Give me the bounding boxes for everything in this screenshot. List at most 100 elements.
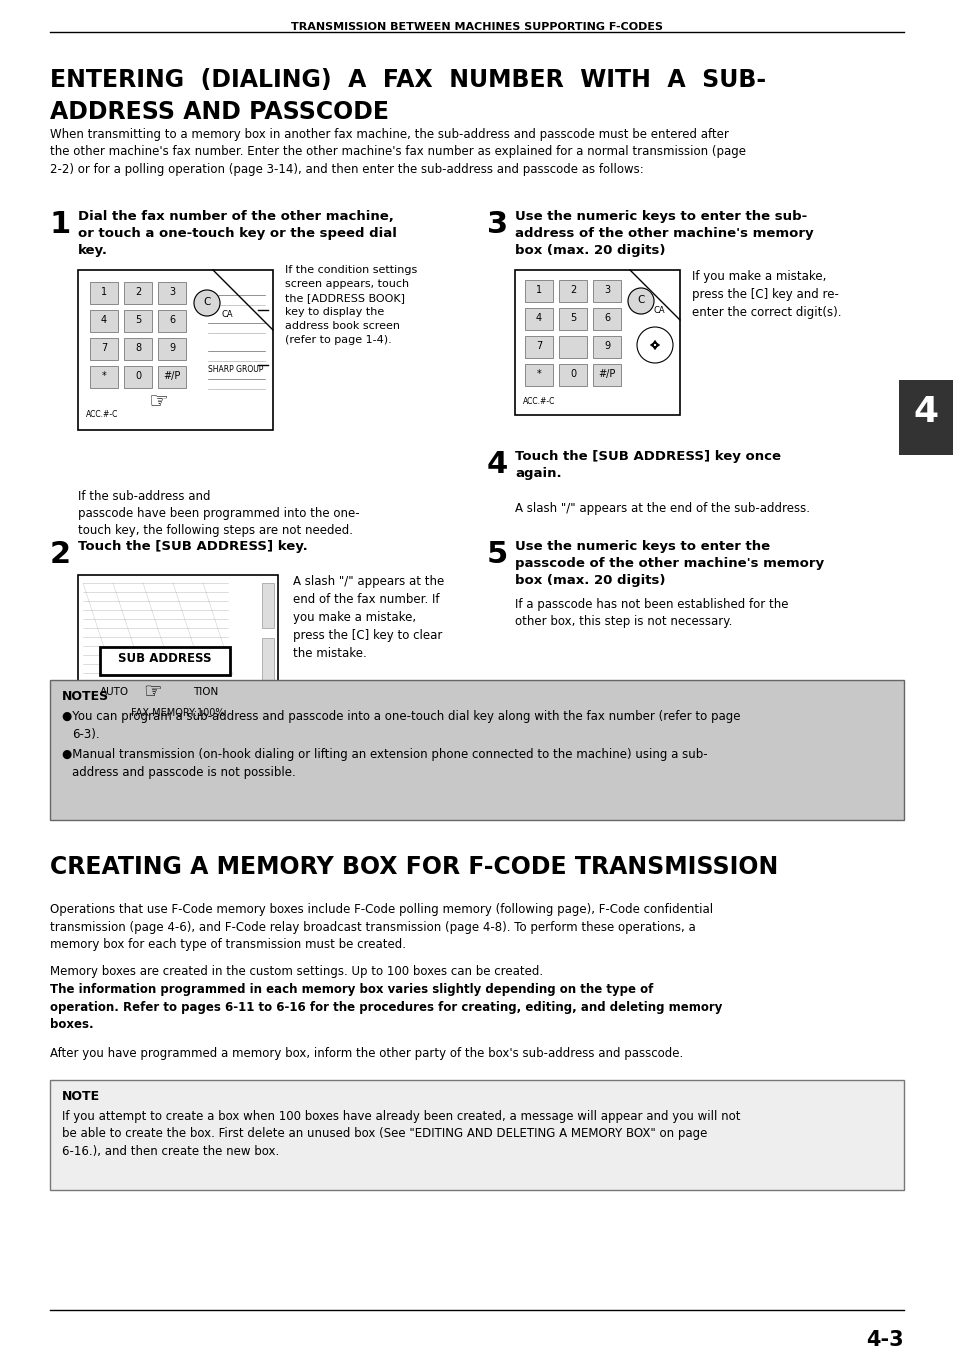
Circle shape bbox=[637, 327, 672, 363]
Text: TION: TION bbox=[193, 688, 218, 697]
FancyBboxPatch shape bbox=[898, 380, 953, 455]
Text: SHARP GROUP: SHARP GROUP bbox=[208, 365, 263, 374]
FancyBboxPatch shape bbox=[524, 336, 553, 358]
Text: Use the numeric keys to enter the
passcode of the other machine's memory
box (ma: Use the numeric keys to enter the passco… bbox=[515, 540, 823, 586]
Text: ●Manual transmission (on-hook dialing or lifting an extension phone connected to: ●Manual transmission (on-hook dialing or… bbox=[62, 748, 707, 761]
Text: 5: 5 bbox=[134, 315, 141, 326]
FancyBboxPatch shape bbox=[78, 270, 273, 430]
Text: 8: 8 bbox=[134, 343, 141, 353]
Text: ENTERING  (DIALING)  A  FAX  NUMBER  WITH  A  SUB-: ENTERING (DIALING) A FAX NUMBER WITH A S… bbox=[50, 68, 765, 92]
Text: TRANSMISSION BETWEEN MACHINES SUPPORTING F-CODES: TRANSMISSION BETWEEN MACHINES SUPPORTING… bbox=[291, 22, 662, 32]
Circle shape bbox=[627, 288, 654, 313]
FancyBboxPatch shape bbox=[158, 366, 186, 388]
Text: NOTE: NOTE bbox=[62, 1090, 100, 1102]
FancyBboxPatch shape bbox=[593, 308, 620, 330]
Text: A slash "/" appears at the end of the sub-address.: A slash "/" appears at the end of the su… bbox=[515, 503, 809, 515]
Text: After you have programmed a memory box, inform the other party of the box's sub-: After you have programmed a memory box, … bbox=[50, 1047, 682, 1061]
Text: 0: 0 bbox=[134, 372, 141, 381]
Text: 3: 3 bbox=[169, 286, 175, 297]
Text: 1: 1 bbox=[50, 209, 71, 239]
FancyBboxPatch shape bbox=[124, 309, 152, 332]
Text: Dial the fax number of the other machine,
or touch a one-touch key or the speed : Dial the fax number of the other machine… bbox=[78, 209, 396, 257]
Text: 6: 6 bbox=[603, 313, 609, 323]
Text: Touch the [SUB ADDRESS] key once
again.: Touch the [SUB ADDRESS] key once again. bbox=[515, 450, 781, 480]
FancyBboxPatch shape bbox=[262, 693, 274, 738]
FancyBboxPatch shape bbox=[90, 309, 118, 332]
Text: Use the numeric keys to enter the sub-
address of the other machine's memory
box: Use the numeric keys to enter the sub- a… bbox=[515, 209, 813, 257]
Text: When transmitting to a memory box in another fax machine, the sub-address and pa: When transmitting to a memory box in ano… bbox=[50, 128, 745, 176]
Text: 6: 6 bbox=[169, 315, 175, 326]
Text: Operations that use F-Code memory boxes include F-Code polling memory (following: Operations that use F-Code memory boxes … bbox=[50, 902, 713, 951]
Text: ●You can program a sub-address and passcode into a one-touch dial key along with: ●You can program a sub-address and passc… bbox=[62, 711, 740, 723]
Text: 4: 4 bbox=[486, 450, 508, 480]
FancyBboxPatch shape bbox=[90, 366, 118, 388]
FancyBboxPatch shape bbox=[124, 366, 152, 388]
FancyBboxPatch shape bbox=[50, 1079, 903, 1190]
FancyBboxPatch shape bbox=[558, 308, 586, 330]
Text: NOTES: NOTES bbox=[62, 690, 109, 703]
FancyBboxPatch shape bbox=[158, 309, 186, 332]
Text: 5: 5 bbox=[569, 313, 576, 323]
Text: 4: 4 bbox=[101, 315, 107, 326]
Text: C: C bbox=[203, 297, 211, 307]
FancyBboxPatch shape bbox=[558, 363, 586, 386]
FancyBboxPatch shape bbox=[262, 584, 274, 628]
Text: #/P: #/P bbox=[163, 372, 180, 381]
FancyBboxPatch shape bbox=[100, 647, 230, 676]
Text: The information programmed in each memory box varies slightly depending on the t: The information programmed in each memor… bbox=[50, 984, 721, 1031]
Text: 0: 0 bbox=[569, 369, 576, 380]
Text: 4: 4 bbox=[912, 394, 938, 430]
FancyBboxPatch shape bbox=[593, 280, 620, 303]
Text: *: * bbox=[536, 369, 540, 380]
Text: If you make a mistake,
press the [C] key and re-
enter the correct digit(s).: If you make a mistake, press the [C] key… bbox=[691, 270, 841, 319]
Text: 2: 2 bbox=[50, 540, 71, 569]
FancyBboxPatch shape bbox=[124, 282, 152, 304]
FancyBboxPatch shape bbox=[78, 576, 277, 730]
FancyBboxPatch shape bbox=[50, 680, 903, 820]
Text: 2: 2 bbox=[569, 285, 576, 295]
Text: If you attempt to create a box when 100 boxes have already been created, a messa: If you attempt to create a box when 100 … bbox=[62, 1111, 740, 1158]
Text: 4: 4 bbox=[536, 313, 541, 323]
Text: 9: 9 bbox=[169, 343, 175, 353]
FancyBboxPatch shape bbox=[90, 282, 118, 304]
FancyBboxPatch shape bbox=[558, 336, 586, 358]
FancyBboxPatch shape bbox=[90, 338, 118, 359]
Text: Touch the [SUB ADDRESS] key.: Touch the [SUB ADDRESS] key. bbox=[78, 540, 308, 553]
Text: 4-3: 4-3 bbox=[865, 1329, 903, 1350]
FancyBboxPatch shape bbox=[524, 308, 553, 330]
Text: If the sub-address and
passcode have been programmed into the one-
touch key, th: If the sub-address and passcode have bee… bbox=[78, 490, 359, 536]
Text: ACC.#-C: ACC.#-C bbox=[86, 409, 118, 419]
FancyBboxPatch shape bbox=[124, 338, 152, 359]
FancyBboxPatch shape bbox=[593, 363, 620, 386]
Text: #/P: #/P bbox=[598, 369, 615, 380]
Text: 6-3).: 6-3). bbox=[71, 728, 99, 740]
Text: address and passcode is not possible.: address and passcode is not possible. bbox=[71, 766, 295, 780]
FancyBboxPatch shape bbox=[524, 363, 553, 386]
Text: *: * bbox=[102, 372, 107, 381]
Text: C: C bbox=[637, 295, 644, 305]
FancyBboxPatch shape bbox=[158, 282, 186, 304]
Text: If the condition settings
screen appears, touch
the [ADDRESS BOOK]
key to displa: If the condition settings screen appears… bbox=[285, 265, 416, 345]
Text: ☞: ☞ bbox=[148, 392, 168, 412]
FancyBboxPatch shape bbox=[558, 280, 586, 303]
Text: 2: 2 bbox=[134, 286, 141, 297]
FancyBboxPatch shape bbox=[515, 270, 679, 415]
Text: A slash "/" appears at the
end of the fax number. If
you make a mistake,
press t: A slash "/" appears at the end of the fa… bbox=[293, 576, 444, 661]
Text: ACC.#-C: ACC.#-C bbox=[522, 397, 555, 407]
Text: 7: 7 bbox=[101, 343, 107, 353]
Text: SUB ADDRESS: SUB ADDRESS bbox=[118, 653, 212, 665]
Text: CA: CA bbox=[653, 305, 664, 315]
Text: Memory boxes are created in the custom settings. Up to 100 boxes can be created.: Memory boxes are created in the custom s… bbox=[50, 965, 542, 978]
Circle shape bbox=[193, 290, 220, 316]
Text: 3: 3 bbox=[603, 285, 609, 295]
Text: ADDRESS AND PASSCODE: ADDRESS AND PASSCODE bbox=[50, 100, 389, 124]
FancyBboxPatch shape bbox=[593, 336, 620, 358]
FancyBboxPatch shape bbox=[158, 338, 186, 359]
Text: CREATING A MEMORY BOX FOR F-CODE TRANSMISSION: CREATING A MEMORY BOX FOR F-CODE TRANSMI… bbox=[50, 855, 778, 880]
FancyBboxPatch shape bbox=[262, 638, 274, 684]
Text: 3: 3 bbox=[486, 209, 508, 239]
Text: AUTO: AUTO bbox=[100, 688, 129, 697]
Text: CA: CA bbox=[221, 309, 233, 319]
FancyBboxPatch shape bbox=[524, 280, 553, 303]
Text: 7: 7 bbox=[536, 340, 541, 351]
